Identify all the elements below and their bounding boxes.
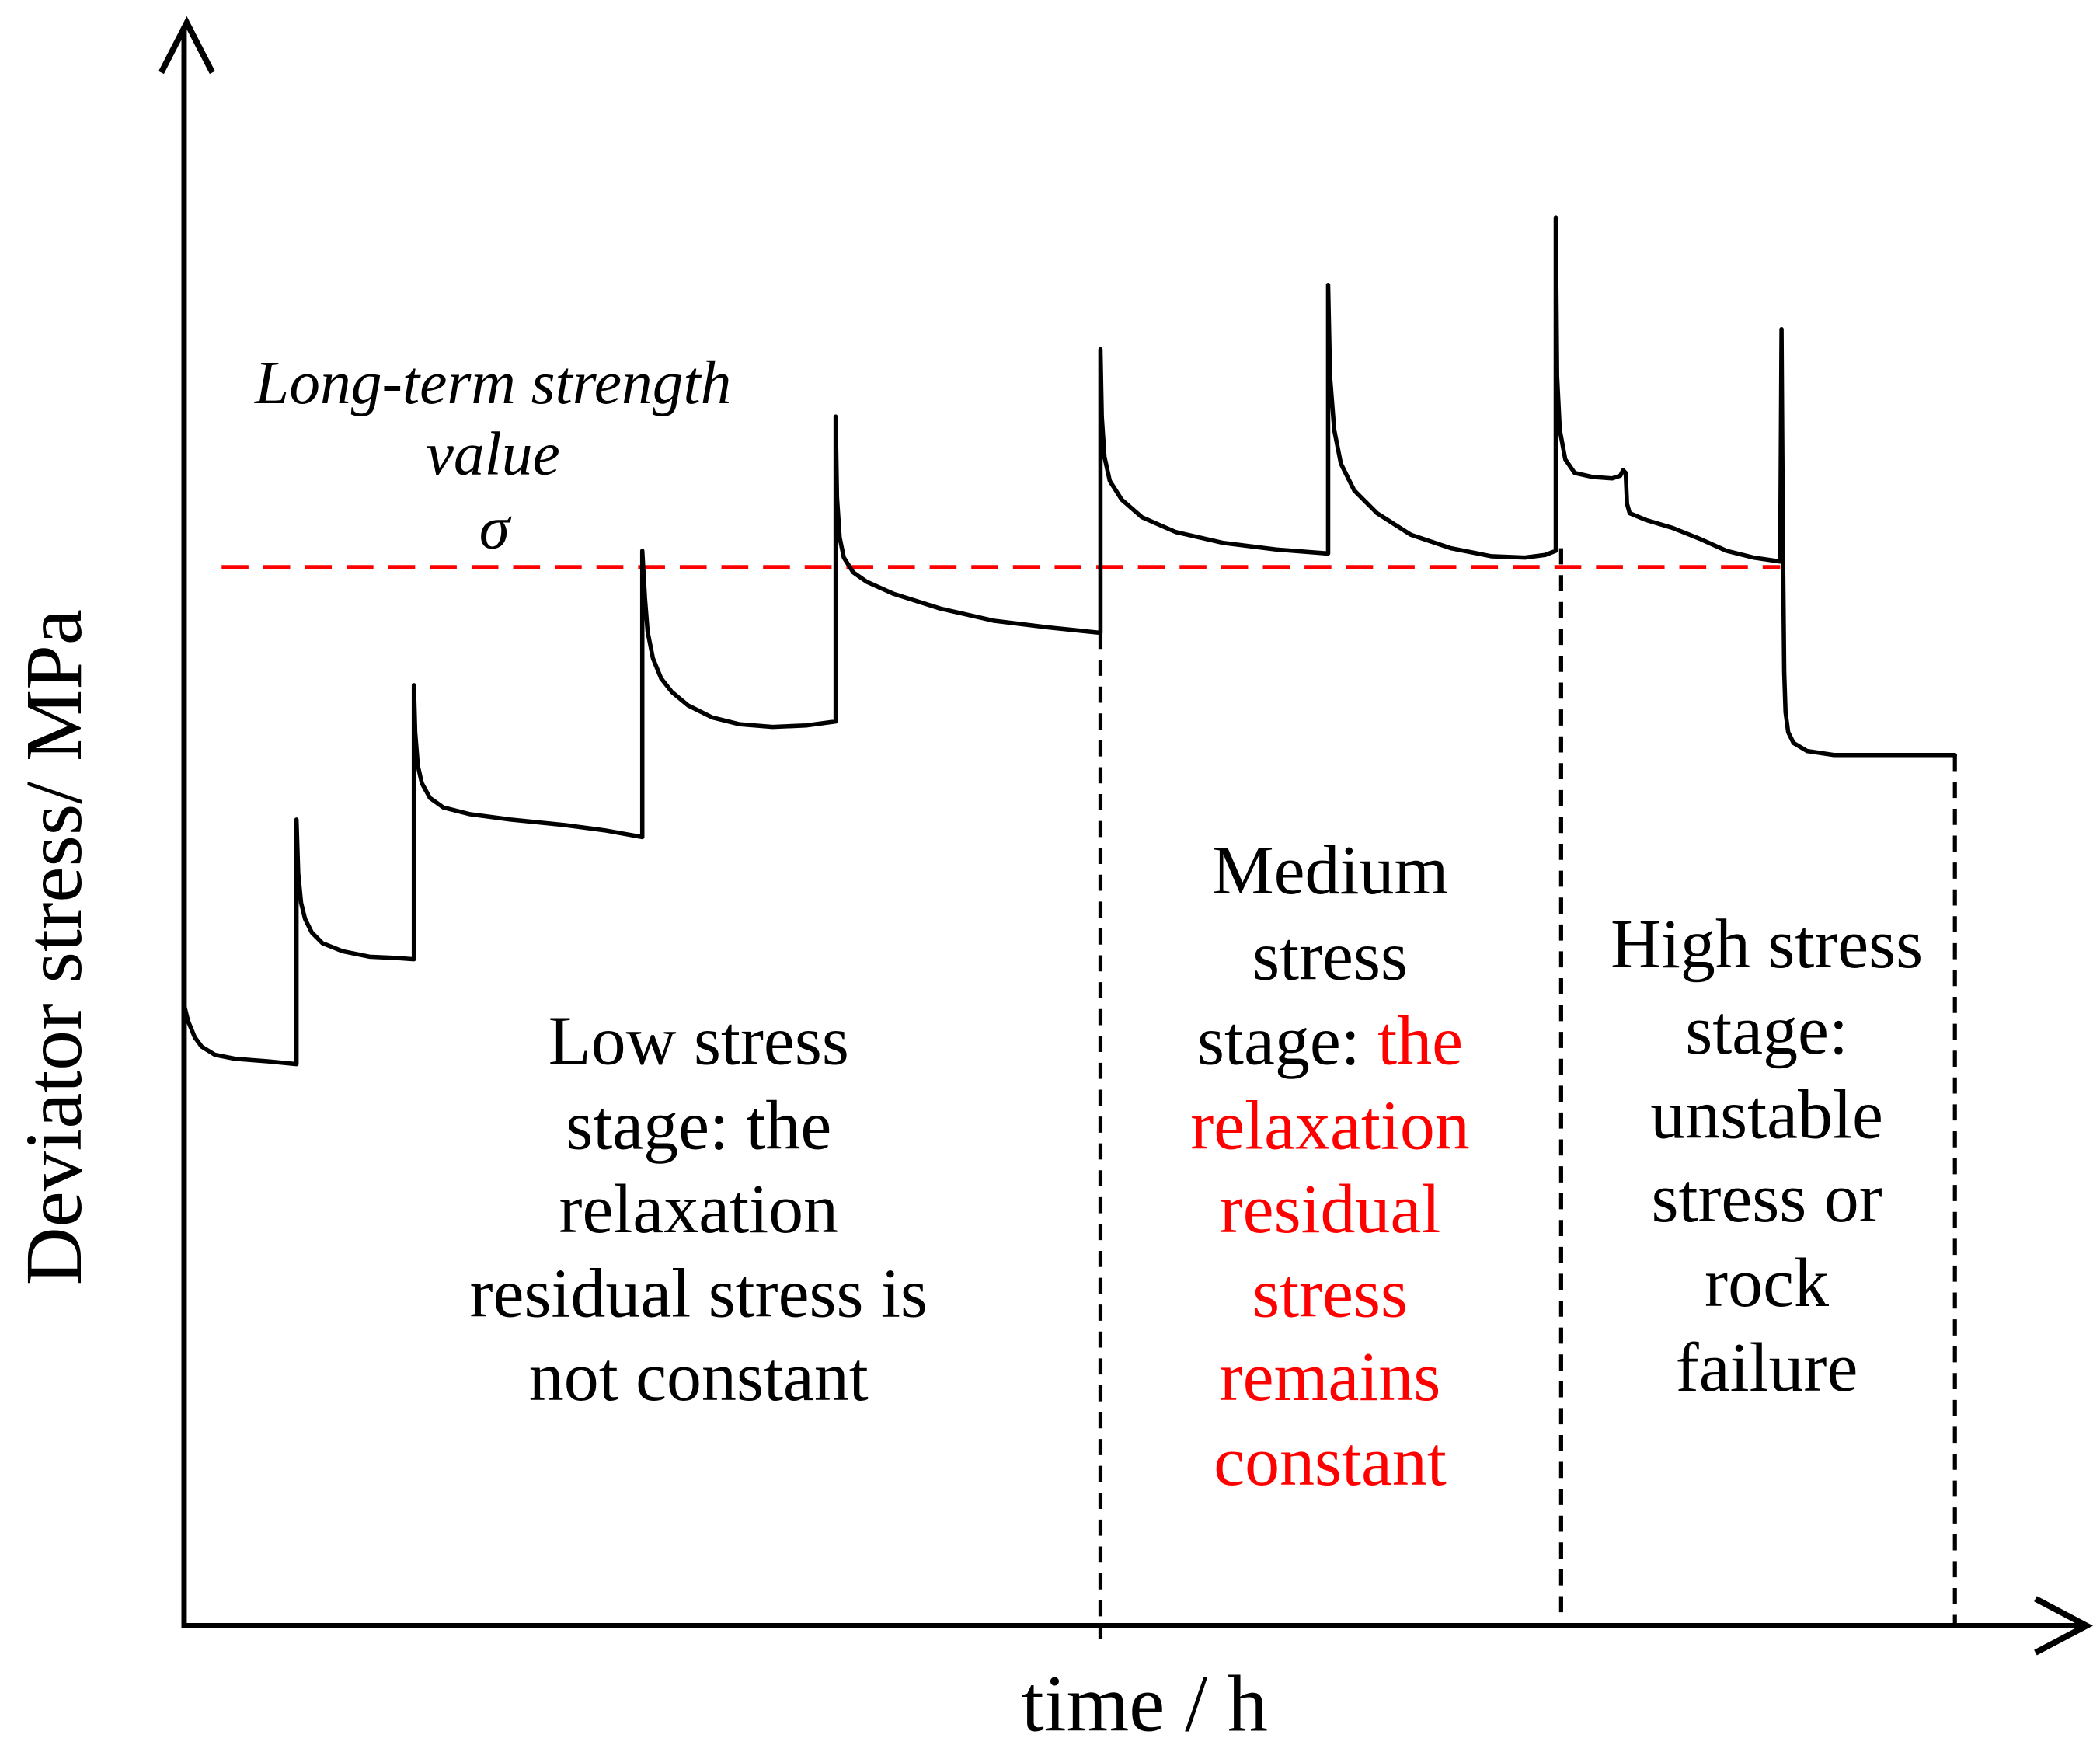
long-term-strength-label: Long-term strength value σ [254, 349, 731, 563]
high-stage-line-6: failure [1676, 1329, 1858, 1406]
medium-stage-line-2: stress [1252, 918, 1408, 995]
low-stage-line-2: stage: the [566, 1088, 831, 1165]
long-term-strength-label-line-1: Long-term strength [254, 349, 731, 417]
high-stress-stage-annotation: High stress stage: unstable stress or ro… [1611, 906, 1923, 1406]
stress-curve [182, 215, 1957, 1067]
low-stress-stage-annotation: Low stress stage: the relaxation residua… [470, 1003, 928, 1416]
stage-dividers [1098, 548, 1957, 1639]
x-axis [181, 1596, 2093, 1656]
medium-stage-highlight-5: remains [1220, 1339, 1441, 1416]
x-axis-arrow-icon [2034, 1596, 2093, 1656]
low-stage-line-1: Low stress [549, 1003, 849, 1080]
medium-stage-highlight-4: stress [1252, 1256, 1408, 1332]
y-axis [158, 16, 215, 1628]
y-axis-arrow-icon [158, 16, 215, 75]
high-stage-line-4: stress or [1652, 1160, 1882, 1237]
high-stage-line-3: unstable [1650, 1077, 1883, 1154]
long-term-strength-label-line-2: value [427, 420, 560, 488]
medium-stage-highlight-3: residual [1220, 1171, 1441, 1248]
low-stage-line-4: residual stress is [470, 1256, 928, 1332]
low-stage-line-3: relaxation [559, 1171, 838, 1248]
medium-stage-line-1: Medium [1212, 832, 1449, 909]
x-axis-label: time / h [1022, 1660, 1268, 1748]
low-stage-line-5: not constant [529, 1339, 869, 1416]
medium-stage-highlight-2: relaxation [1190, 1088, 1469, 1165]
sigma-symbol: σ [479, 494, 512, 563]
y-axis-label: Deviator stress/ MPa [10, 609, 99, 1285]
high-stage-line-5: rock [1705, 1245, 1829, 1322]
medium-stage-highlight-6: constant [1214, 1423, 1447, 1500]
high-stage-line-1: High stress [1611, 906, 1923, 983]
high-stage-line-2: stage: [1685, 992, 1848, 1069]
medium-stage-highlight-1: the [1377, 1003, 1463, 1080]
medium-stage-line-3: stage: the [1197, 1003, 1463, 1080]
medium-stress-stage-annotation: Medium stress stage: the relaxation resid… [1190, 832, 1469, 1500]
medium-stage-word: stage: [1197, 1003, 1360, 1080]
